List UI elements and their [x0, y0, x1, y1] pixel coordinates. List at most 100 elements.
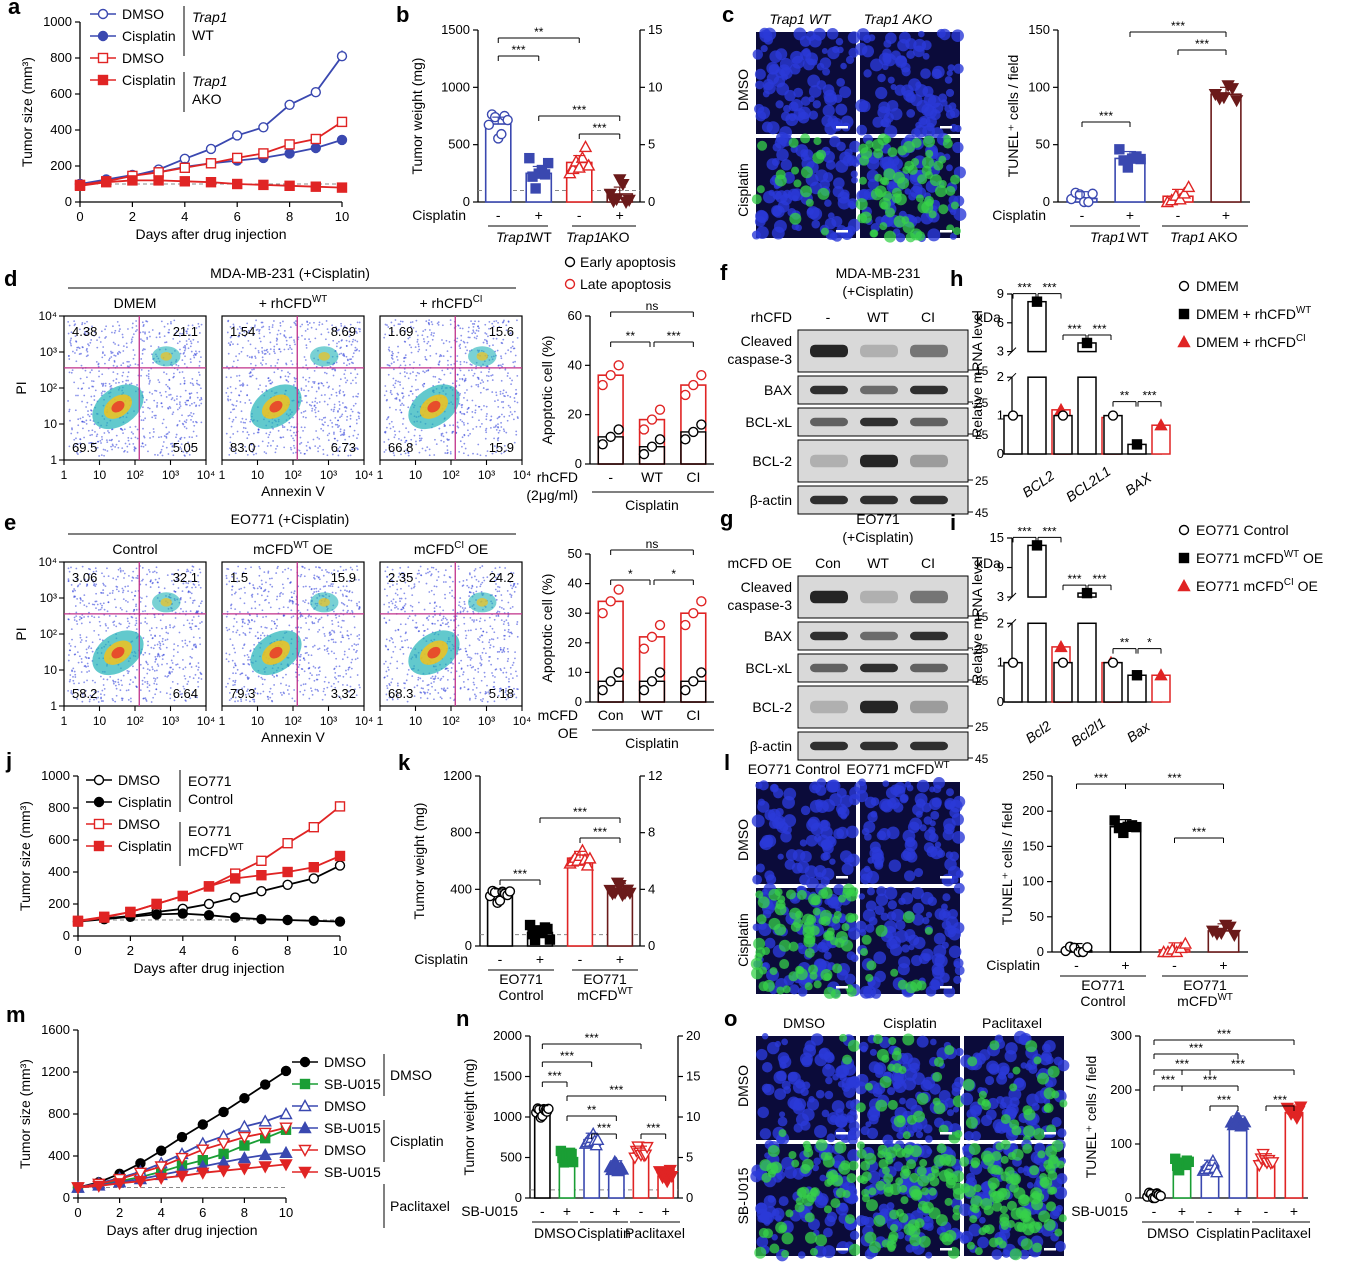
event-dot [352, 434, 355, 437]
event-dot [253, 643, 256, 646]
event-dot [85, 636, 88, 639]
event-dot [402, 387, 405, 390]
event-dot [238, 394, 241, 397]
event-dot [330, 633, 332, 636]
tunel-signal [870, 229, 879, 238]
event-dot [95, 583, 98, 586]
y-tick-label: 0 [463, 194, 470, 209]
event-dot [83, 322, 86, 325]
event-dot [230, 376, 232, 379]
event-dot [136, 577, 139, 580]
event-dot [469, 659, 472, 661]
event-dot [465, 650, 467, 653]
event-dot [76, 346, 79, 349]
event-dot [353, 449, 356, 452]
event-dot [427, 321, 430, 324]
event-dot [438, 361, 441, 364]
event-dot [131, 336, 134, 339]
event-dot [83, 436, 86, 439]
event-dot [413, 686, 416, 689]
event-dot [434, 677, 437, 680]
event-dot [440, 624, 442, 627]
event-dot [73, 682, 75, 685]
event-dot [148, 568, 150, 571]
event-dot [384, 660, 387, 663]
quadrant-value: 1.54 [230, 324, 255, 339]
y-tick-label: 0 [1043, 194, 1050, 209]
image-row-label: Cisplatin [735, 163, 751, 217]
y-axis-label: Apoptotic cell (%) [539, 336, 555, 445]
event-dot [438, 427, 441, 430]
event-dot [112, 589, 114, 592]
data-point [1135, 153, 1146, 165]
tunel-signal [938, 155, 947, 164]
event-dot [158, 591, 161, 594]
event-dot [283, 426, 286, 428]
event-dot [344, 449, 347, 452]
event-dot [425, 572, 427, 575]
event-dot [397, 628, 400, 631]
event-dot [483, 647, 485, 650]
event-dot [111, 697, 114, 700]
event-dot [266, 351, 269, 353]
event-dot [119, 567, 122, 570]
event-dot [133, 450, 136, 452]
event-dot [450, 619, 452, 622]
event-dot [390, 420, 393, 423]
event-dot [498, 590, 501, 593]
tunel-signal [800, 185, 813, 198]
event-dot [310, 654, 313, 657]
event-dot [343, 325, 346, 328]
event-dot [463, 380, 466, 383]
event-dot [403, 436, 406, 439]
event-dot [70, 690, 73, 692]
event-dot [256, 431, 259, 434]
scale-bar [940, 126, 952, 129]
event-dot [442, 675, 445, 678]
data-point [613, 424, 624, 435]
event-dot [158, 381, 161, 384]
event-dot [290, 336, 293, 339]
event-dot [355, 330, 358, 333]
event-dot [460, 334, 463, 337]
event-dot [346, 379, 349, 382]
event-dot [466, 341, 469, 344]
event-dot [494, 668, 497, 671]
event-dot [310, 615, 312, 618]
event-dot [425, 320, 428, 323]
event-dot [325, 320, 328, 322]
event-dot [506, 590, 509, 592]
event-dot [504, 352, 507, 355]
event-dot [67, 659, 70, 662]
event-dot [191, 324, 194, 327]
event-dot [242, 382, 244, 385]
event-dot [119, 689, 122, 692]
flow-plot: 3.06 32.158.2 6.64 [63, 561, 207, 707]
event-dot [179, 395, 182, 398]
nucleus [768, 189, 775, 196]
event-dot [396, 593, 399, 596]
event-dot [317, 386, 320, 389]
event-dot [100, 392, 103, 394]
event-dot [190, 626, 192, 629]
event-dot [93, 698, 95, 701]
event-dot [458, 384, 461, 387]
event-dot [424, 328, 427, 331]
event-dot [228, 628, 231, 631]
data-point [605, 370, 616, 381]
event-dot [350, 361, 353, 364]
event-dot [486, 700, 489, 703]
event-dot [430, 333, 433, 336]
event-dot [392, 352, 394, 355]
event-dot [445, 339, 448, 342]
event-dot [250, 627, 252, 630]
event-dot [384, 570, 387, 573]
legend-group: Trap1 [192, 9, 228, 25]
nucleus [868, 34, 876, 42]
event-dot [289, 344, 291, 347]
event-dot [461, 412, 463, 415]
event-dot [188, 445, 191, 448]
event-dot [182, 346, 185, 349]
